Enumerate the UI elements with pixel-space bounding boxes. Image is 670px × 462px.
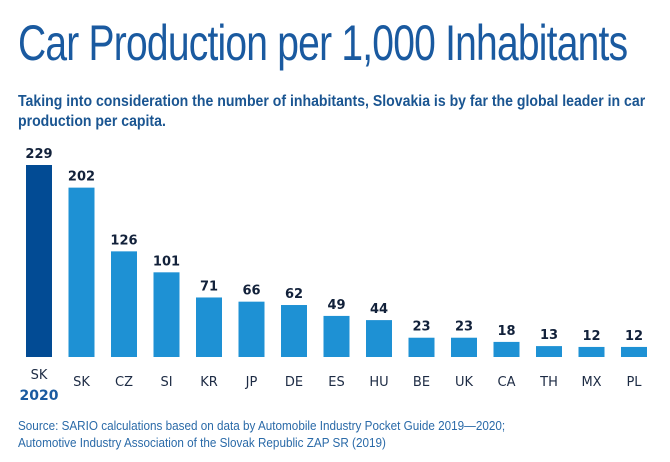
- value-label: 71: [200, 279, 218, 294]
- bar-group-uk: 23 UK: [451, 320, 477, 390]
- bar: [26, 165, 52, 357]
- bar-group-be: 23 BE: [408, 320, 435, 390]
- bar-group-jp: 66 JP: [238, 284, 265, 390]
- value-label: 101: [153, 254, 180, 269]
- bar: [196, 297, 222, 357]
- bar-group-cz: 126 CZ: [110, 233, 137, 390]
- bar-group-de: 62 DE: [281, 287, 307, 390]
- chart-subtitle: Taking into consideration the number of …: [18, 93, 646, 130]
- value-label: 66: [242, 284, 260, 299]
- category-label: HU: [369, 375, 388, 390]
- bar: [493, 341, 520, 357]
- bar: [238, 301, 265, 357]
- bar: [578, 346, 605, 357]
- value-label: 44: [370, 302, 388, 317]
- category-label: TH: [539, 375, 558, 390]
- bar-group-mx: 12 MX: [578, 329, 605, 390]
- value-label: 12: [582, 329, 600, 344]
- category-label: DE: [285, 375, 303, 390]
- value-label: 126: [110, 233, 137, 248]
- bar: [111, 251, 137, 357]
- category-label: JP: [245, 375, 258, 390]
- category-label: ES: [328, 375, 344, 390]
- category-label: SK: [31, 368, 48, 383]
- category-label: BE: [413, 375, 430, 390]
- source-line-2: Automotive Industry Association of the S…: [18, 435, 386, 450]
- bar-chart: 229 SK 2020 202 SK 126 CZ 101 SI 71 KR 66 JP 62 DE 49 ES…: [20, 147, 647, 404]
- category-sublabel: 2020: [20, 388, 59, 404]
- value-label: 12: [625, 329, 643, 344]
- bar: [68, 187, 95, 357]
- bar-group-si: 101 SI: [153, 254, 180, 390]
- bar-group-sk-2020: 229 SK 2020: [20, 147, 59, 404]
- category-label: SI: [160, 375, 172, 390]
- bar: [281, 305, 307, 357]
- category-label: UK: [455, 375, 474, 390]
- value-label: 23: [455, 320, 473, 335]
- bar-group-hu: 44 HU: [366, 302, 392, 390]
- bar-group-th: 13 TH: [536, 328, 562, 390]
- value-label: 202: [68, 170, 95, 185]
- value-label: 23: [412, 320, 430, 335]
- bar: [366, 320, 392, 357]
- bar-group-es: 49 ES: [323, 298, 350, 390]
- bar-group-sk: 202 SK: [68, 170, 95, 390]
- value-label: 13: [540, 328, 558, 343]
- bar: [323, 315, 350, 357]
- bar: [451, 337, 477, 357]
- bar-group-kr: 71 KR: [196, 279, 222, 390]
- bar: [153, 272, 180, 357]
- category-label: KR: [200, 375, 218, 390]
- bars-layer: 229 SK 2020 202 SK 126 CZ 101 SI 71 KR 66 JP 62 DE 49 ES…: [20, 147, 647, 404]
- value-label: 62: [285, 287, 303, 302]
- bar-group-ca: 18 CA: [493, 324, 520, 390]
- chart-title: Car Production per 1,000 Inhabitants: [18, 15, 628, 71]
- category-label: PL: [626, 375, 642, 390]
- bar-group-pl: 12 PL: [621, 329, 647, 390]
- bar: [536, 346, 562, 357]
- source-note: Source: SARIO calculations based on data…: [18, 417, 505, 451]
- value-label: 49: [327, 298, 345, 313]
- bar: [621, 346, 647, 357]
- category-label: MX: [581, 375, 601, 390]
- category-label: SK: [73, 375, 90, 390]
- value-label: 229: [25, 147, 52, 162]
- bar: [408, 337, 435, 357]
- category-label: CA: [498, 375, 516, 390]
- value-label: 18: [497, 324, 515, 339]
- category-label: CZ: [115, 375, 133, 390]
- source-line-1: Source: SARIO calculations based on data…: [18, 418, 506, 433]
